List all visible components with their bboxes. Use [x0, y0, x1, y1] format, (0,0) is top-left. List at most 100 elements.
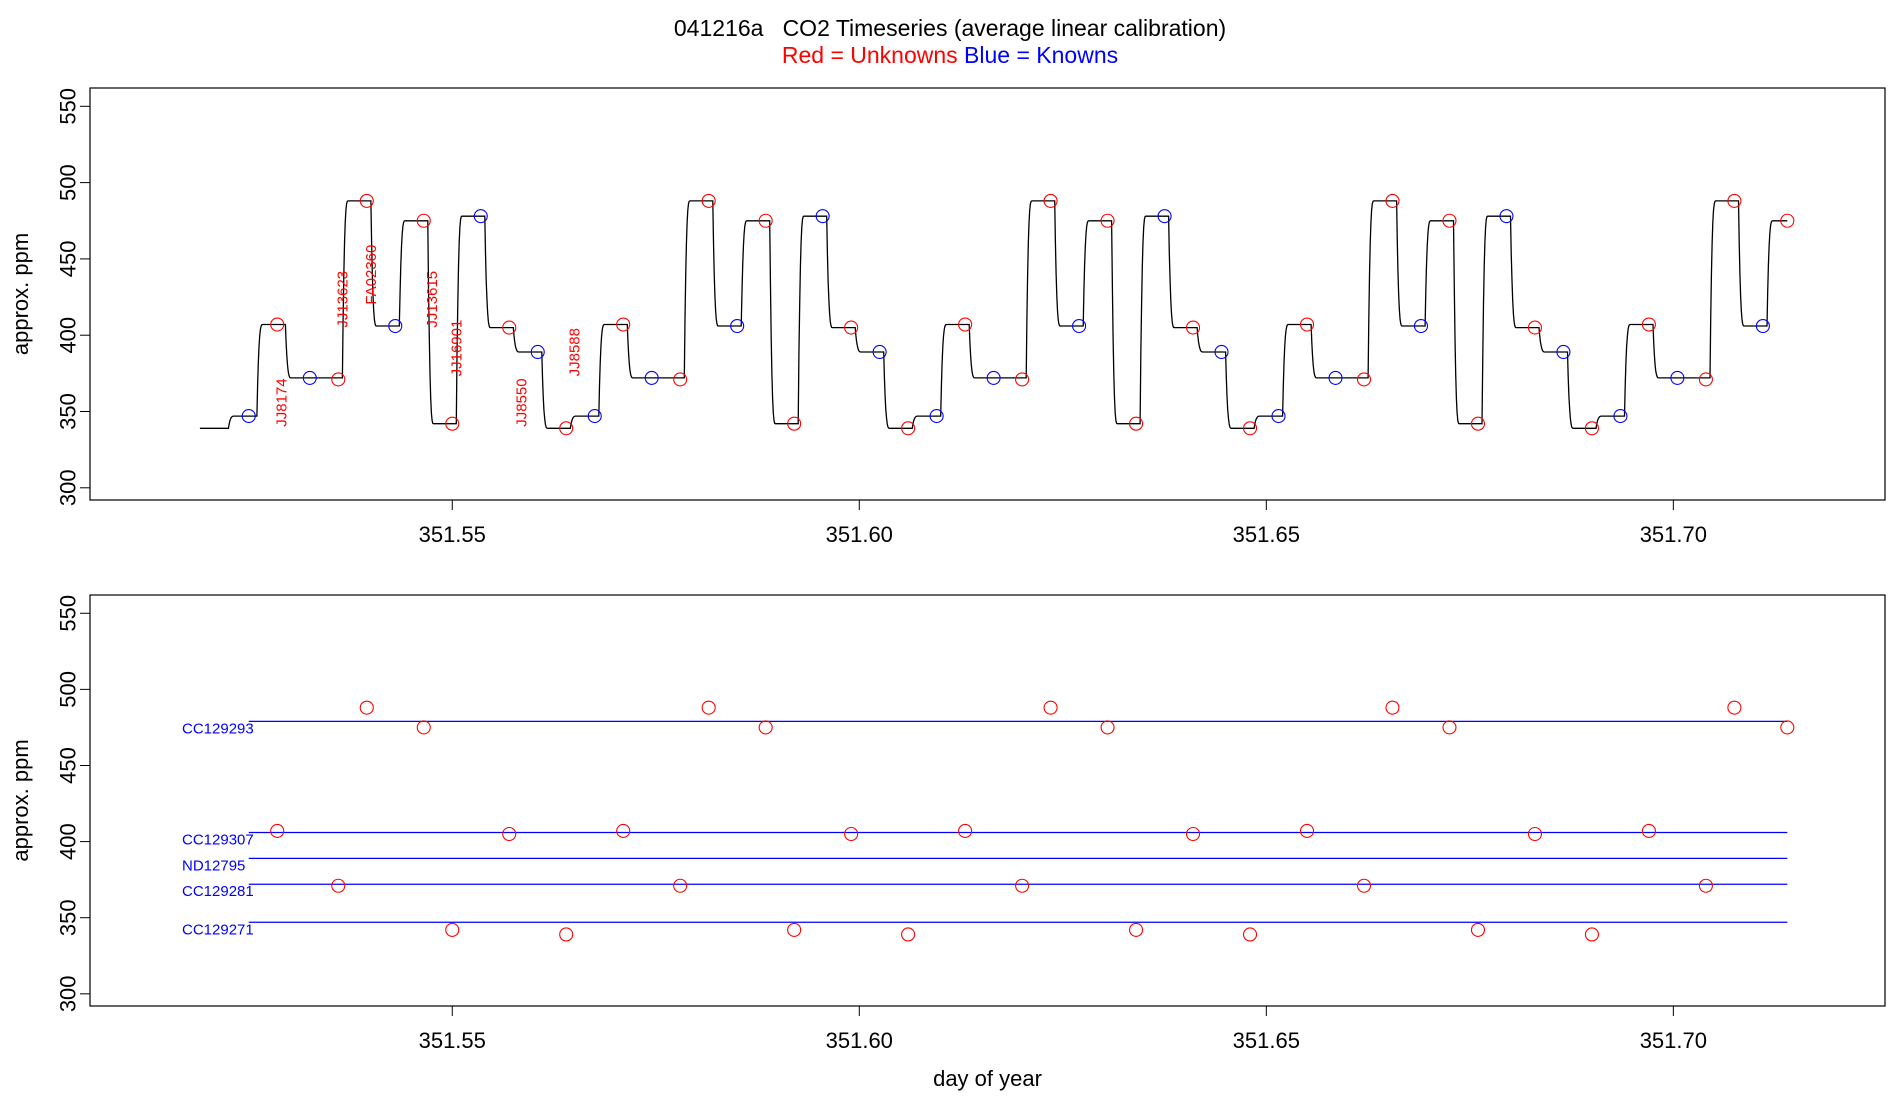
- bottom-y-tick-label: 500: [56, 671, 81, 708]
- bottom-y-tick-label: 350: [56, 899, 81, 936]
- bottom-reference-label: CC129271: [182, 921, 254, 938]
- top-unknown-point: [416, 213, 431, 228]
- top-unknown-point: [1385, 193, 1400, 208]
- bottom-unknown-point: [958, 823, 973, 838]
- top-unknown-point: [1356, 372, 1372, 387]
- top-unknown-point: [1185, 320, 1201, 335]
- bottom-unknown-point: [1527, 826, 1543, 842]
- top-sample-annotation: JJ8550: [513, 378, 530, 426]
- top-unknown-point: [1727, 193, 1742, 208]
- bottom-unknown-point: [901, 927, 916, 942]
- bottom-unknown-point: [1015, 878, 1030, 893]
- top-known-point: [730, 318, 745, 334]
- top-unknown-point: [1015, 372, 1030, 387]
- top-known-point: [1271, 409, 1286, 424]
- bottom-x-tick-label: 351.60: [826, 1028, 893, 1053]
- bottom-x-tick-label: 351.65: [1233, 1028, 1300, 1053]
- top-known-point: [241, 409, 256, 424]
- top-y-tick-label: 350: [56, 393, 81, 430]
- bottom-unknown-point: [1584, 927, 1599, 942]
- top-sample-annotation: JJ13623: [334, 271, 351, 328]
- chart-subtitle: Red = Unknowns Blue = Knowns: [0, 42, 1900, 68]
- top-known-point: [1328, 370, 1343, 385]
- top-unknown-point: [901, 421, 916, 436]
- bottom-unknown-point: [359, 700, 374, 715]
- legend-knowns: Blue = Knowns: [964, 42, 1119, 68]
- top-unknown-point: [1470, 416, 1486, 431]
- top-known-point: [302, 370, 317, 385]
- top-unknown-point: [1641, 317, 1656, 332]
- top-known-point: [530, 344, 545, 360]
- top-plot-frame: [89, 87, 1886, 501]
- top-y-tick-label: 400: [56, 317, 81, 354]
- top-sample-annotation: JJ8588: [566, 328, 583, 376]
- bottom-reference-label: ND12795: [182, 857, 245, 874]
- top-known-point: [1556, 344, 1571, 360]
- top-unknown-point: [559, 421, 574, 436]
- top-unknown-point: [502, 320, 517, 335]
- top-panel: 300 350 400 450 500 550 351.55 351.60 351.65 351.…: [8, 87, 1886, 547]
- top-known-point: [872, 344, 887, 360]
- bottom-y-tick-label: 300: [56, 975, 81, 1012]
- top-known-point: [1214, 344, 1229, 360]
- bottom-reference-label: CC129281: [182, 883, 254, 900]
- bottom-y-tick-label: 450: [56, 747, 81, 784]
- bottom-unknown-point: [445, 922, 460, 937]
- top-y-tick-label: 300: [56, 469, 81, 506]
- bottom-unknown-point: [1043, 700, 1058, 715]
- top-unknown-point: [359, 193, 374, 208]
- top-sample-annotation: JJ8174: [273, 378, 290, 426]
- top-known-point: [815, 209, 830, 224]
- top-y-tick-label: 500: [56, 164, 81, 201]
- bottom-y-axis-label: approx. ppm: [8, 739, 33, 861]
- bottom-y-tick-label: 550: [56, 595, 81, 632]
- bottom-unknown-point: [1641, 823, 1656, 838]
- bottom-unknown-point: [1299, 823, 1315, 838]
- bottom-unknown-point: [673, 878, 688, 893]
- chart-titles: 041216a CO2 Timeseries (average linear c…: [0, 14, 1900, 68]
- top-unknown-point: [758, 213, 773, 228]
- top-known-point: [929, 409, 944, 424]
- bottom-unknown-point: [1442, 720, 1457, 735]
- bottom-unknown-point: [787, 922, 802, 937]
- top-unknown-point: [1527, 320, 1543, 335]
- top-unknown-point: [1100, 213, 1115, 228]
- bottom-unknown-point: [844, 826, 859, 842]
- top-unknown-point: [1129, 416, 1144, 431]
- top-known-point: [1613, 409, 1628, 424]
- bottom-unknown-point: [616, 823, 631, 838]
- top-unknown-point: [958, 317, 973, 332]
- top-known-point: [388, 318, 403, 334]
- top-unknown-point: [701, 193, 716, 208]
- top-unknown-point: [1780, 213, 1795, 228]
- top-sample-annotation: JJ13615: [424, 271, 441, 328]
- bottom-x-tick-label: 351.70: [1640, 1028, 1707, 1053]
- bottom-unknown-point: [416, 720, 431, 735]
- top-unknown-point: [616, 317, 631, 332]
- bottom-panel: 300 350 400 450 500 550 351.55 351.60 351.65 351.…: [8, 594, 1886, 1091]
- top-unknown-point: [1043, 193, 1058, 208]
- bottom-unknown-point: [502, 826, 517, 842]
- top-y-axis-label: approx. ppm: [8, 233, 33, 355]
- legend-unknowns: Red = Unknowns: [781, 42, 958, 68]
- top-unknown-point: [787, 416, 802, 431]
- top-y-tick-label: 550: [56, 88, 81, 125]
- top-known-point: [1413, 318, 1429, 334]
- top-unknown-point: [844, 320, 859, 335]
- top-unknown-point: [673, 372, 688, 387]
- bottom-reference-label: CC129293: [182, 720, 254, 737]
- top-known-point: [1755, 318, 1770, 334]
- bottom-unknown-point: [1100, 720, 1115, 735]
- top-unknown-point: [1442, 213, 1457, 228]
- bottom-unknown-point: [1242, 927, 1258, 942]
- top-known-point: [1157, 209, 1172, 224]
- top-unknown-point: [1584, 421, 1599, 436]
- bottom-unknown-point: [1698, 878, 1713, 893]
- top-known-point: [1072, 318, 1087, 334]
- top-y-tick-label: 450: [56, 241, 81, 278]
- bottom-unknown-point: [270, 823, 285, 838]
- top-unknown-point: [1698, 372, 1713, 387]
- bottom-x-axis-label: day of year: [933, 1066, 1042, 1091]
- bottom-unknown-point: [1727, 700, 1742, 715]
